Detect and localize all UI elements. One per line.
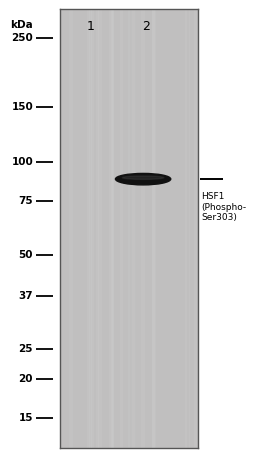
Text: 25: 25 [19,344,33,354]
Text: 1: 1 [87,20,94,33]
Ellipse shape [115,173,171,185]
Text: 50: 50 [19,250,33,260]
Text: 37: 37 [18,291,33,301]
Text: 2: 2 [142,20,150,33]
Text: 15: 15 [19,413,33,423]
Text: 100: 100 [11,157,33,167]
Text: 75: 75 [18,196,33,206]
Text: 150: 150 [11,102,33,112]
Text: HSF1
(Phospho-
Ser303): HSF1 (Phospho- Ser303) [201,192,247,222]
Ellipse shape [122,176,164,180]
Text: kDa: kDa [10,20,33,30]
Text: 20: 20 [19,374,33,384]
Text: 250: 250 [11,33,33,43]
